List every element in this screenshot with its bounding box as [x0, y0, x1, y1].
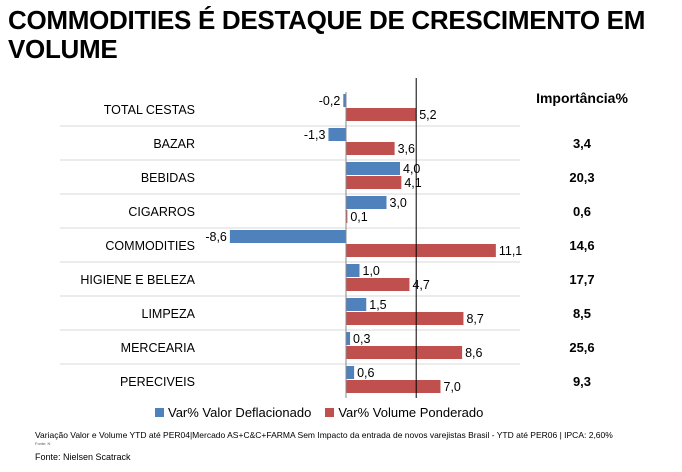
data-label: 0,3	[353, 332, 370, 346]
data-label: 1,5	[369, 298, 386, 312]
importance-value: 3,4	[573, 136, 592, 151]
data-label: 0,1	[350, 210, 367, 224]
data-label: 0,6	[357, 366, 374, 380]
bar-valor	[346, 264, 360, 277]
data-label: 4,7	[412, 278, 429, 292]
importance-value: 17,7	[569, 272, 594, 287]
data-label: 4,0	[403, 162, 420, 176]
bar-valor	[346, 366, 355, 379]
bar-valor	[343, 94, 346, 107]
importance-value: 25,6	[569, 340, 594, 355]
page-title: COMMODITIES É DESTAQUE DE CRESCIMENTO EM…	[8, 5, 646, 64]
bar-valor	[346, 332, 351, 345]
category-label: MERCEARIA	[121, 341, 196, 355]
bar-volume	[346, 278, 410, 291]
data-label: 7,0	[444, 380, 461, 394]
importance-value: 20,3	[569, 170, 594, 185]
footnote: Variação Valor e Volume YTD até PER04|Me…	[35, 430, 613, 446]
bar-volume	[346, 346, 463, 359]
legend-label-series-1: Var% Valor Deflacionado	[168, 405, 312, 420]
data-label: 3,0	[390, 196, 407, 210]
category-label: BEBIDAS	[141, 171, 195, 185]
footnote-text: Variação Valor e Volume YTD até PER04|Me…	[35, 430, 613, 440]
data-label: 8,7	[466, 312, 483, 326]
category-label: CIGARROS	[128, 205, 195, 219]
legend-item-series-1: Var% Valor Deflacionado	[155, 405, 311, 420]
bar-volume	[346, 244, 496, 257]
bar-volume	[346, 312, 464, 325]
importance-value: 14,6	[569, 238, 594, 253]
source-text: Fonte: Nielsen Scatrack	[35, 452, 131, 462]
data-label: -0,2	[319, 94, 341, 108]
importance-header: Importância%	[536, 90, 628, 106]
data-label: 4,1	[404, 176, 421, 190]
data-label: -8,6	[205, 230, 227, 244]
bar-volume	[346, 210, 348, 223]
importance-value: 8,5	[573, 306, 591, 321]
data-label: 11,1	[499, 244, 522, 258]
bar-volume	[346, 176, 402, 189]
category-label: HIGIENE E BELEZA	[80, 273, 195, 287]
category-label: COMMODITIES	[105, 239, 195, 253]
bar-valor	[346, 196, 387, 209]
bar-volume	[346, 142, 395, 155]
data-label: -1,3	[304, 128, 326, 142]
bar-volume	[346, 108, 417, 121]
category-label: TOTAL CESTAS	[104, 103, 195, 117]
bar-valor	[229, 230, 346, 243]
importance-value: 0,6	[573, 204, 591, 219]
chart-legend: Var% Valor Deflacionado Var% Volume Pond…	[155, 405, 483, 420]
data-label: 1,0	[363, 264, 380, 278]
data-label: 5,2	[419, 108, 436, 122]
legend-swatch-blue	[155, 408, 164, 417]
bar-valor	[346, 298, 367, 311]
category-label: BAZAR	[153, 137, 195, 151]
bar-valor	[346, 162, 400, 175]
legend-item-series-2: Var% Volume Ponderado	[325, 405, 483, 420]
footnote-small: Fonte: N	[35, 441, 51, 446]
importance-value: 9,3	[573, 374, 591, 389]
data-label: 8,6	[465, 346, 482, 360]
bar-volume	[346, 380, 441, 393]
legend-swatch-red	[325, 408, 335, 417]
category-label: PERECIVEIS	[120, 375, 195, 389]
data-label: 3,6	[398, 142, 415, 156]
category-label: LIMPEZA	[142, 307, 196, 321]
bar-valor	[328, 128, 346, 141]
legend-label-series-2: Var% Volume Ponderado	[338, 405, 484, 420]
